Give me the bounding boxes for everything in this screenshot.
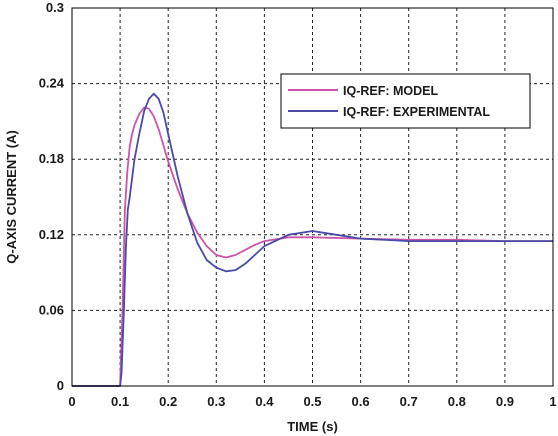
x-tick-label: 0.9 (496, 394, 514, 409)
series-line-experimental (72, 92, 553, 387)
grid (72, 8, 553, 386)
tick-labels: 0 0.1 0.2 0.3 0.4 0.5 0.6 0.7 0.8 0.9 1 0 0.06 0.12 0.… (39, 0, 557, 409)
y-tick-label: 0.3 (46, 0, 64, 15)
x-tick-label: 0.5 (303, 394, 321, 409)
x-tick-label: 0.7 (400, 394, 418, 409)
x-tick-label: 1 (549, 394, 556, 409)
y-tick-label: 0.12 (39, 227, 64, 242)
series-layer (72, 92, 553, 387)
legend-box (280, 73, 531, 129)
x-tick-label: 0.2 (159, 394, 177, 409)
y-tick-label: 0 (57, 378, 64, 393)
x-tick-label: 0.4 (255, 394, 274, 409)
x-tick-label: 0.1 (111, 394, 129, 409)
x-tick-label: 0 (68, 394, 75, 409)
legend: IQ-REF: MODEL IQ-REF: EXPERIMENTAL (280, 73, 531, 129)
x-tick-label: 0.8 (448, 394, 466, 409)
x-tick-label: 0.3 (207, 394, 225, 409)
y-tick-label: 0.24 (39, 76, 65, 91)
legend-entry: IQ-REF: EXPERIMENTAL (343, 105, 490, 119)
y-tick-label: 0.06 (39, 302, 64, 317)
y-tick-label: 0.18 (39, 151, 64, 166)
y-axis-label: Q-AXIS CURRENT (A) (4, 130, 19, 264)
x-axis-label: TIME (s) (287, 419, 338, 434)
series-line-model (72, 106, 553, 387)
plot-frame (71, 7, 554, 387)
x-tick-label: 0.6 (352, 394, 370, 409)
legend-entry: IQ-REF: MODEL (343, 84, 438, 98)
